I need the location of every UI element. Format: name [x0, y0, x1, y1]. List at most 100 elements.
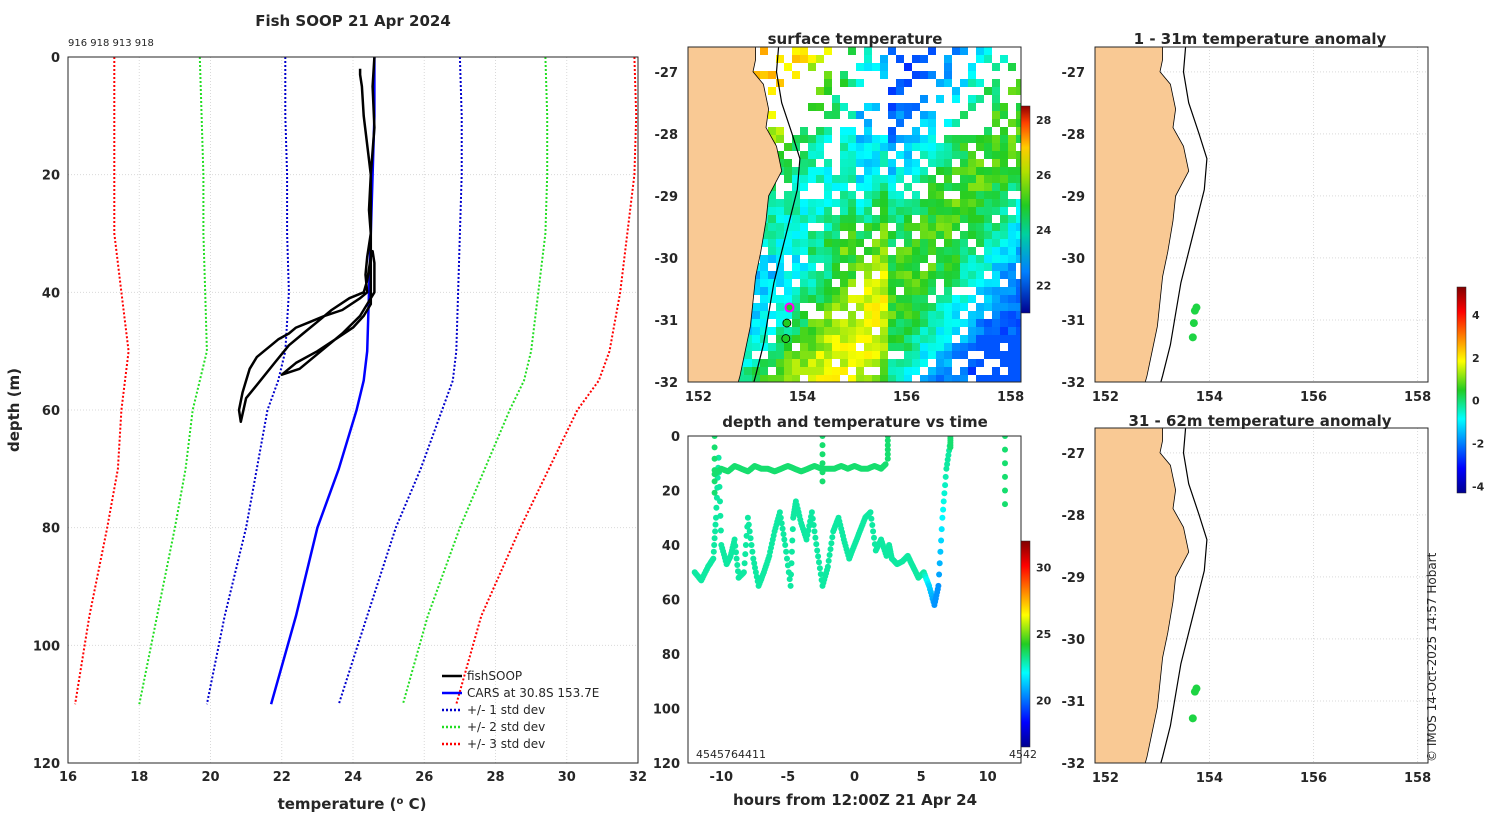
profile-legend: fishSOOP CARS at 30.8S 153.7E +/- 1 std de… — [442, 669, 599, 751]
sst-cell — [816, 175, 824, 183]
sst-colorbar-ticks: 22 24 26 28 — [1036, 114, 1052, 293]
profile-xtick-label: 28 — [486, 770, 504, 785]
sst-cell — [760, 47, 768, 55]
sst-cell — [944, 175, 952, 183]
sst-cell — [1016, 303, 1021, 311]
anomaly-deep-title: 31 - 62m temperature anomaly — [1128, 412, 1391, 430]
sst-cell — [904, 367, 912, 375]
sst-cell — [912, 311, 920, 319]
sst-cell — [816, 215, 824, 223]
sst-cell — [936, 191, 944, 199]
sst-cell — [904, 271, 912, 279]
sst-cell — [808, 279, 816, 287]
sst-cell — [952, 167, 960, 175]
sst-cell — [816, 103, 824, 111]
sst-cell — [1000, 55, 1008, 63]
time-track-point — [752, 564, 758, 571]
time-track-point — [811, 528, 818, 535]
time-xtick-label: -5 — [781, 770, 795, 785]
sst-cell — [800, 295, 808, 303]
sst-cell — [856, 79, 864, 87]
sst-cell — [968, 159, 976, 167]
sst-cell — [744, 367, 752, 375]
sst-cell — [944, 231, 952, 239]
sst-cell — [768, 71, 776, 79]
sst-cell — [952, 143, 960, 151]
profile-title: Fish SOOP 21 Apr 2024 — [255, 12, 451, 30]
sst-cell — [992, 135, 1000, 143]
sst-cell — [976, 47, 984, 55]
sst-cell — [968, 183, 976, 191]
sst-cell — [912, 199, 920, 207]
sst-cell — [776, 319, 784, 327]
sst-cell — [816, 143, 824, 151]
sst-cell — [768, 191, 776, 199]
sst-cell — [816, 335, 824, 343]
sst-cell — [864, 319, 872, 327]
sst-cell — [784, 159, 792, 167]
sst-cell — [1000, 231, 1008, 239]
sst-cell — [984, 319, 992, 327]
sst-cell — [904, 103, 912, 111]
sst-cell — [928, 351, 936, 359]
sst-cell — [968, 167, 976, 175]
sst-cell — [976, 335, 984, 343]
sst-cell — [848, 111, 856, 119]
time-track-point — [806, 522, 813, 529]
sst-cell — [752, 279, 760, 287]
sst-cell — [816, 295, 824, 303]
time-track-point — [788, 560, 795, 567]
sst-cell — [848, 327, 856, 335]
sst-cell — [896, 303, 904, 311]
sst-cell — [888, 311, 896, 319]
sst-cell — [968, 255, 976, 263]
sst-cell — [976, 215, 984, 223]
sst-cell — [752, 287, 760, 295]
sst-cell — [920, 279, 928, 287]
sst-cell — [944, 167, 952, 175]
sst-cell — [936, 319, 944, 327]
sst-cell — [880, 159, 888, 167]
sst-cell — [888, 231, 896, 239]
time-track-point — [789, 526, 796, 533]
anomaly-colorbar — [1456, 286, 1467, 494]
sst-cell — [856, 207, 864, 215]
sst-cell — [768, 111, 776, 119]
anomaly-deep-axes-frame — [1094, 427, 1429, 764]
time-track-point — [1002, 487, 1008, 494]
profile-xtick-label: 18 — [130, 770, 148, 785]
sst-cell — [872, 247, 880, 255]
time-track-point — [786, 576, 793, 583]
sst-cell — [976, 207, 984, 215]
time-track-point — [780, 531, 787, 538]
time-xtick-label: -10 — [710, 770, 734, 785]
sst-cell — [784, 207, 792, 215]
sst-cell — [808, 63, 816, 71]
sst-cell — [784, 191, 792, 199]
sst-cell — [968, 311, 976, 319]
sst-cell — [808, 215, 816, 223]
sst-cell — [856, 175, 864, 183]
sst-cell — [984, 279, 992, 287]
sst-cell — [816, 239, 824, 247]
sst-cell — [840, 191, 848, 199]
sst-cell — [840, 199, 848, 207]
sst-cell — [824, 159, 832, 167]
sst-cell — [960, 247, 968, 255]
sst-cell — [872, 279, 880, 287]
sst-cell — [1008, 167, 1016, 175]
sst-cell — [792, 303, 800, 311]
sst-cell — [928, 375, 936, 382]
anomaly-shallow-point — [1188, 333, 1197, 342]
sst-cell — [784, 279, 792, 287]
sst-cell — [896, 207, 904, 215]
sst-cell — [992, 159, 1000, 167]
sst-cell — [928, 231, 936, 239]
sst-cell — [816, 55, 824, 63]
anomaly-shallow-ytick-label: -32 — [1062, 376, 1086, 391]
sst-cell — [872, 151, 880, 159]
sst-cell — [800, 151, 808, 159]
time-track-point — [716, 483, 723, 490]
sst-cell — [936, 215, 944, 223]
sst-cell — [992, 367, 1000, 375]
